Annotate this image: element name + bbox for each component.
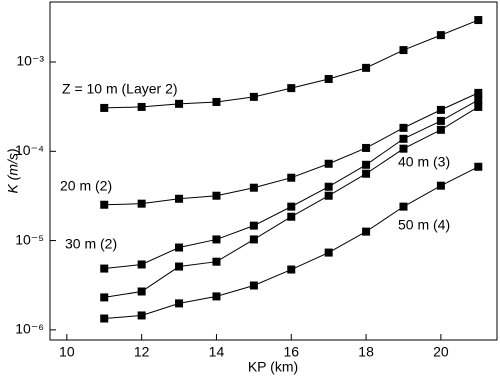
marker xyxy=(249,183,258,192)
x-tick-label: 16 xyxy=(283,344,299,360)
marker xyxy=(362,143,371,152)
marker xyxy=(175,299,184,308)
marker xyxy=(212,257,221,266)
marker xyxy=(212,97,221,106)
marker xyxy=(100,264,109,273)
series-label: 30 m (2) xyxy=(65,236,117,252)
plot-frame xyxy=(49,1,498,341)
marker xyxy=(212,191,221,200)
y-tick-label: 10⁻⁴ xyxy=(15,142,44,158)
series-line xyxy=(104,99,479,270)
marker xyxy=(474,95,483,104)
marker xyxy=(137,102,146,111)
marker xyxy=(399,123,408,132)
marker xyxy=(399,144,408,153)
y-axis-label: K (m/s) xyxy=(5,148,21,193)
marker xyxy=(324,248,333,257)
marker xyxy=(175,262,184,271)
marker xyxy=(287,84,296,93)
y-tick-label: 10⁻⁵ xyxy=(15,231,44,247)
marker xyxy=(287,212,296,221)
marker xyxy=(212,292,221,301)
marker xyxy=(249,281,258,290)
marker xyxy=(137,311,146,320)
marker xyxy=(362,227,371,236)
x-axis-label: KP (km) xyxy=(248,359,298,375)
marker xyxy=(249,92,258,101)
marker xyxy=(100,103,109,112)
marker xyxy=(137,260,146,269)
marker xyxy=(249,235,258,244)
marker xyxy=(362,63,371,72)
series-line xyxy=(104,92,479,206)
marker xyxy=(100,200,109,209)
y-tick-label: 10⁻³ xyxy=(16,53,44,69)
x-tick-label: 14 xyxy=(209,344,225,360)
marker xyxy=(436,116,445,125)
series-label: 20 m (2) xyxy=(60,178,112,194)
marker xyxy=(436,105,445,114)
marker xyxy=(474,162,483,171)
series-label: 40 m (3) xyxy=(398,154,450,170)
marker xyxy=(362,169,371,178)
marker xyxy=(100,293,109,302)
marker xyxy=(287,265,296,274)
marker xyxy=(399,46,408,55)
marker xyxy=(436,31,445,40)
marker xyxy=(287,202,296,211)
x-tick-label: 20 xyxy=(433,344,449,360)
series-line xyxy=(104,166,479,320)
marker xyxy=(474,102,483,111)
marker xyxy=(249,221,258,230)
marker xyxy=(474,16,483,25)
series-label: Z = 10 m (Layer 2) xyxy=(62,81,178,97)
marker xyxy=(399,134,408,143)
marker xyxy=(175,194,184,203)
marker xyxy=(212,235,221,244)
marker xyxy=(436,181,445,190)
marker xyxy=(436,125,445,134)
series-label: 50 m (4) xyxy=(398,217,450,233)
marker xyxy=(100,314,109,323)
x-tick-label: 10 xyxy=(59,344,75,360)
y-tick-label: 10⁻⁶ xyxy=(15,321,44,337)
marker xyxy=(324,182,333,191)
marker xyxy=(137,199,146,208)
marker xyxy=(324,75,333,84)
marker xyxy=(362,160,371,169)
marker xyxy=(324,191,333,200)
x-tick-label: 12 xyxy=(134,344,150,360)
marker xyxy=(175,243,184,252)
marker xyxy=(324,159,333,168)
marker xyxy=(175,99,184,108)
marker xyxy=(474,88,483,97)
marker xyxy=(137,287,146,296)
marker xyxy=(399,202,408,211)
marker xyxy=(287,173,296,182)
x-tick-label: 18 xyxy=(358,344,374,360)
